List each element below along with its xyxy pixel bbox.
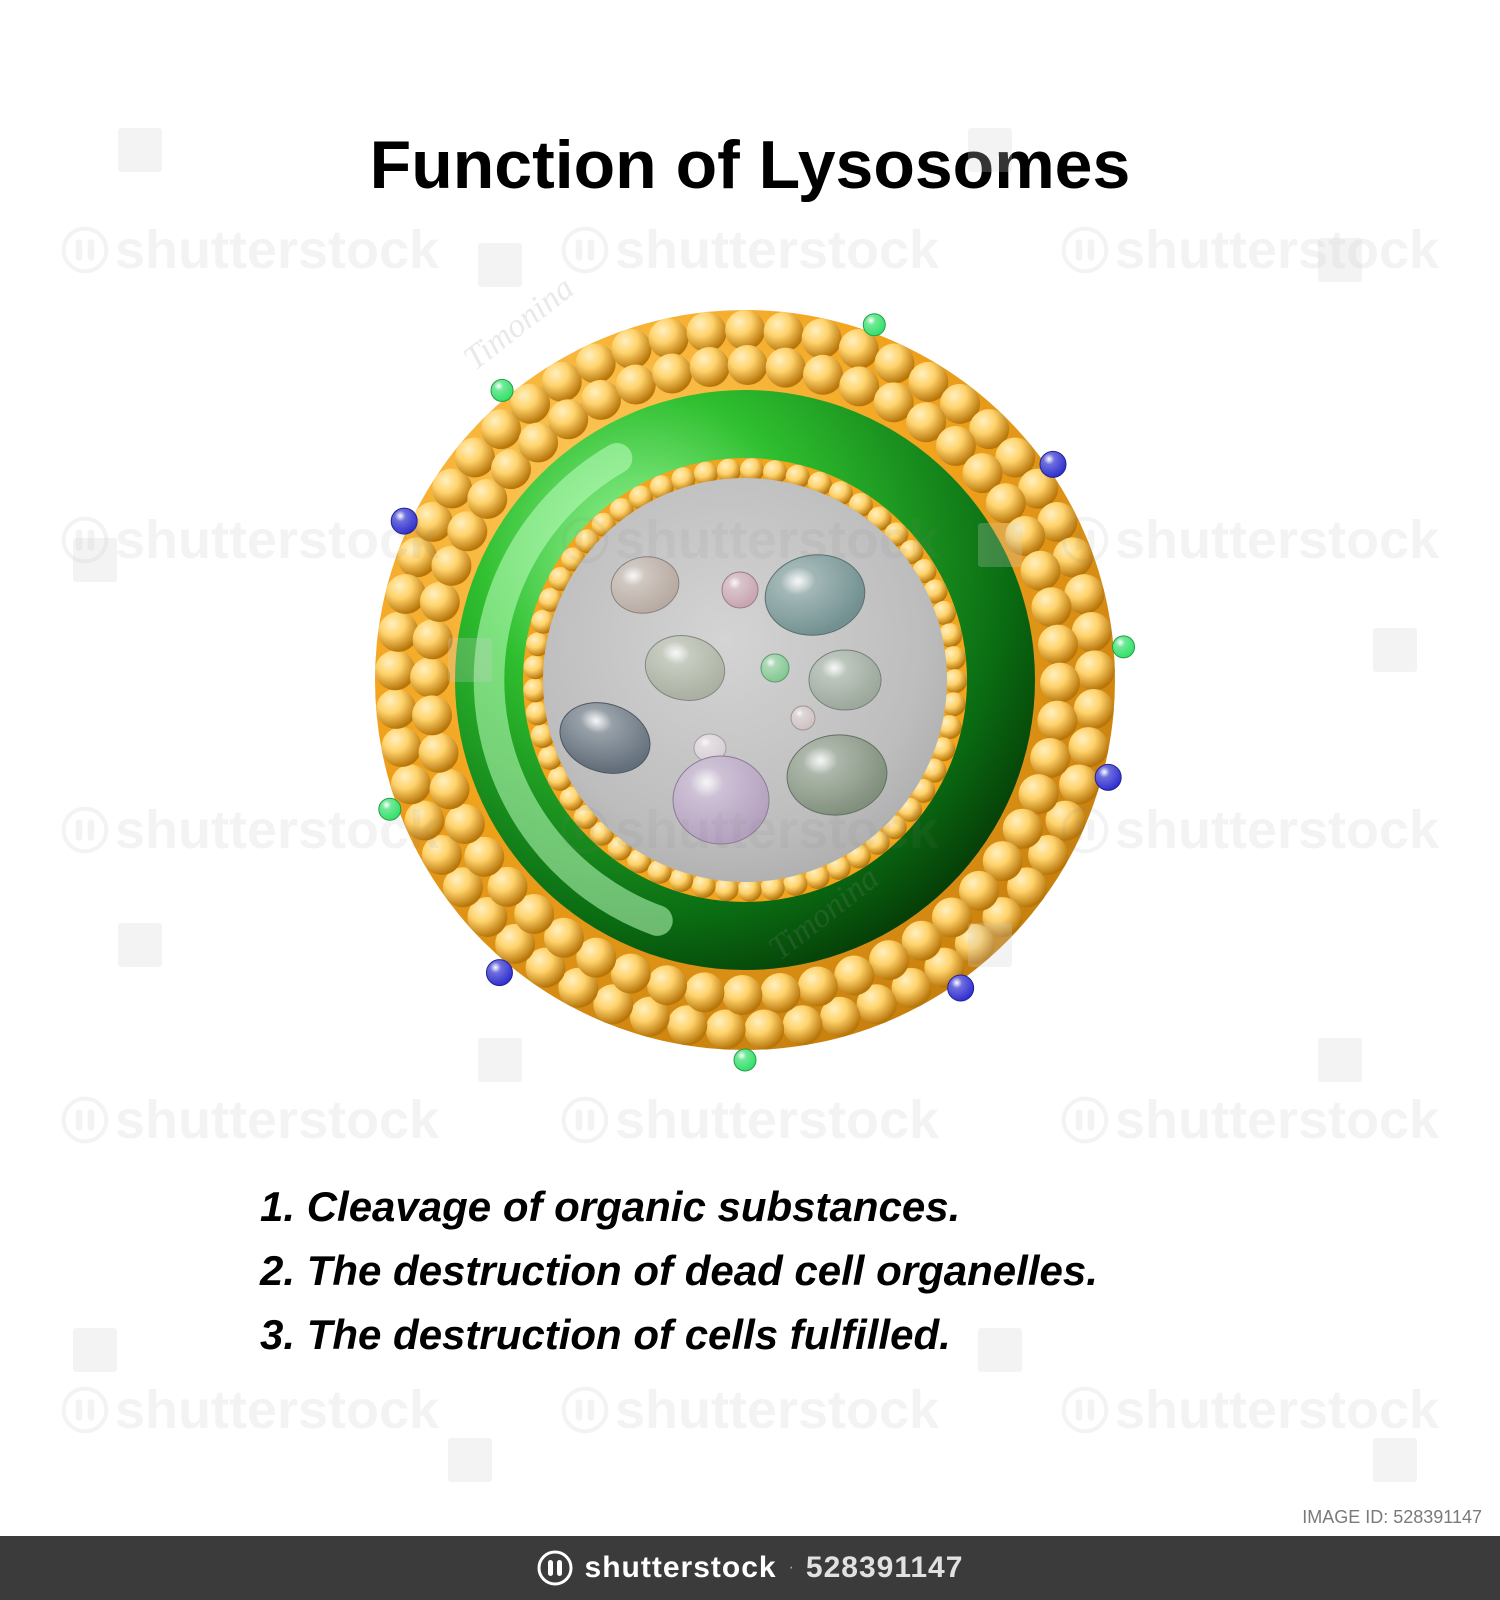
footer-icon bbox=[537, 1550, 573, 1586]
footer-brand: shutterstock bbox=[585, 1551, 777, 1585]
image-id-label: IMAGE ID: bbox=[1302, 1507, 1388, 1527]
watermark-image-id: IMAGE ID: 528391147 bbox=[1302, 1508, 1482, 1528]
function-item: 3. The destruction of cells fulfilled. bbox=[260, 1303, 1098, 1367]
function-list: 1. Cleavage of organic substances.2. The… bbox=[260, 1175, 1098, 1367]
footer-image-id: 528391147 bbox=[806, 1551, 964, 1585]
function-item: 1. Cleavage of organic substances. bbox=[260, 1175, 1098, 1239]
image-id-value: 528391147 bbox=[1393, 1507, 1482, 1527]
footer-dot: · bbox=[789, 1559, 794, 1577]
watermark-footer: shutterstock · 528391147 bbox=[0, 1536, 1500, 1600]
page-title: Function of Lysosomes bbox=[0, 126, 1500, 204]
function-item: 2. The destruction of dead cell organell… bbox=[260, 1239, 1098, 1303]
lysosome-diagram bbox=[335, 270, 1155, 1095]
page: { "canvas": { "width": 1500, "height": 1… bbox=[0, 0, 1500, 1600]
